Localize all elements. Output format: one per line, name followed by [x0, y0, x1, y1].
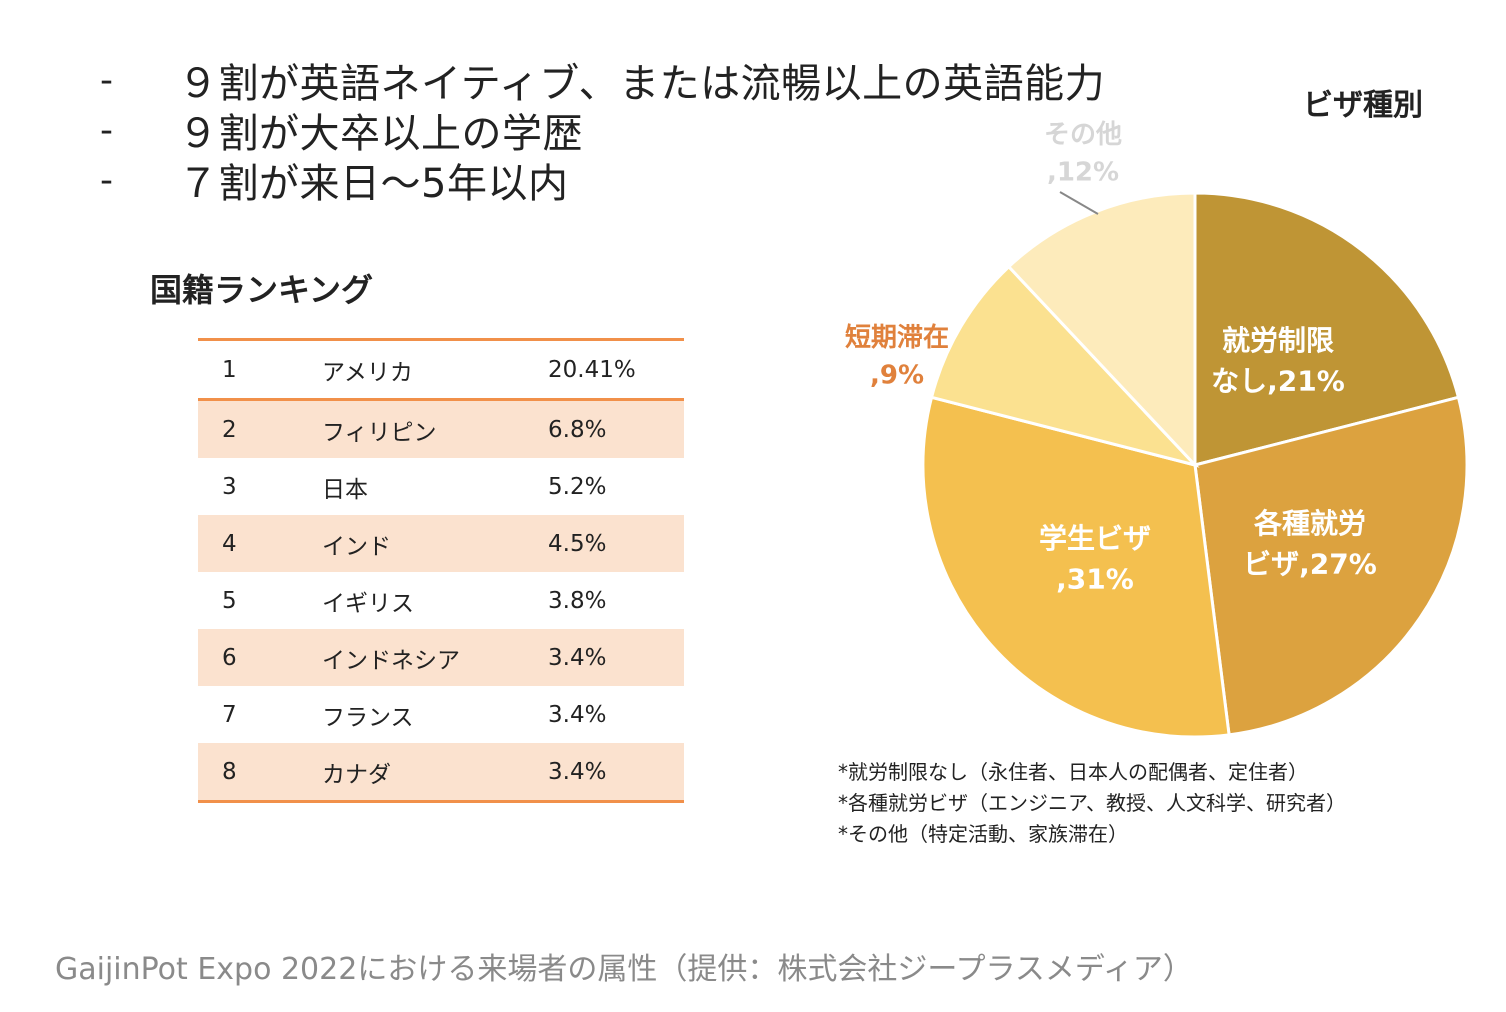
image-caption: GaijinPot Expo 2022における来場者の属性（提供：株式会社ジープ…: [55, 952, 1193, 987]
pie-slice: [1193, 395, 1469, 737]
bullet-item: - ７割が来日～5年以内: [100, 155, 1105, 208]
percent-cell: 6.8%: [548, 399, 684, 458]
table-row: 1 アメリカ 20.41%: [198, 339, 684, 401]
country-cell: フィリピン: [322, 399, 548, 458]
rank-cell: 3: [222, 473, 237, 500]
country-cell: イギリス: [322, 590, 414, 617]
table-row: 8 カナダ 3.4%: [198, 743, 684, 802]
pie-slice-label: 短期滞在,9%: [845, 323, 949, 391]
percent-cell: 3.4%: [548, 743, 684, 802]
table-row: 6 インドネシア 3.4%: [198, 629, 684, 686]
summary-bullets: - ９割が英語ネイティブ、または流暢以上の英語能力 - ９割が大卒以上の学歴 -…: [100, 55, 1105, 208]
ranking-table: 1 アメリカ 20.41% 2 フィリピン 6.8% 3 日本 5.2% 4 イ…: [198, 338, 684, 803]
country-cell: インド: [322, 515, 548, 572]
table-row: 4 インド 4.5%: [198, 515, 684, 572]
table-row: 5 イギリス 3.8%: [198, 572, 684, 629]
rank-cell: 6: [198, 629, 322, 686]
label-leader-line: [1059, 191, 1099, 215]
percent-cell: 4.5%: [548, 515, 684, 572]
footnote: *各種就労ビザ（エンジニア、教授、人文科学、研究者）: [838, 791, 1346, 815]
pie-footnotes: *就労制限なし（永住者、日本人の配偶者、定住者） *各種就労ビザ（エンジニア、教…: [838, 757, 1346, 850]
bullet-item: - ９割が大卒以上の学歴: [100, 105, 1105, 158]
bullet-text: ９割が英語ネイティブ、または流暢以上の英語能力: [178, 61, 1106, 107]
table-row: 3 日本 5.2%: [198, 458, 684, 515]
rank-cell: 4: [198, 515, 322, 572]
bullet-dash: -: [100, 109, 113, 151]
pie-slice-label: その他,12%: [1044, 120, 1122, 188]
bullet-dash: -: [100, 159, 113, 201]
rank-cell: 7: [222, 701, 237, 728]
pie-slice-label: 就労制限なし,21%: [1211, 324, 1345, 398]
pie-slice: [929, 264, 1200, 468]
pie-slice: [1193, 191, 1461, 467]
rank-cell: 2: [198, 399, 322, 458]
percent-cell: 20.41%: [548, 339, 684, 401]
table-row: 7 フランス 3.4%: [198, 686, 684, 743]
percent-cell: 3.4%: [548, 629, 684, 686]
pie-chart-title: ビザ種別: [1303, 88, 1423, 123]
country-cell: フランス: [322, 704, 414, 731]
footnote: *その他（特定活動、家族滞在）: [838, 822, 1128, 846]
table-row: 2 フィリピン 6.8%: [198, 399, 684, 458]
rank-cell: 8: [198, 743, 322, 802]
bullet-item: - ９割が英語ネイティブ、または流暢以上の英語能力: [100, 55, 1105, 108]
bullet-text: ９割が大卒以上の学歴: [178, 111, 583, 157]
country-cell: カナダ: [322, 743, 548, 802]
ranking-title: 国籍ランキング: [150, 271, 374, 309]
pie-slice: [921, 395, 1231, 739]
bullet-text: ７割が来日～5年以内: [178, 161, 569, 207]
country-cell: アメリカ: [322, 339, 548, 401]
percent-cell: 3.4%: [548, 701, 607, 728]
rank-cell: 1: [198, 339, 322, 401]
bullet-dash: -: [100, 59, 113, 101]
rank-cell: 5: [222, 587, 237, 614]
percent-cell: 3.8%: [548, 587, 607, 614]
pie-slice-label: 学生ビザ,31%: [1039, 522, 1151, 596]
country-cell: 日本: [322, 476, 368, 503]
country-cell: インドネシア: [322, 629, 548, 686]
pie-slice-label: 各種就労ビザ,27%: [1243, 507, 1377, 581]
footnote: *就労制限なし（永住者、日本人の配偶者、定住者）: [838, 760, 1308, 784]
percent-cell: 5.2%: [548, 473, 607, 500]
